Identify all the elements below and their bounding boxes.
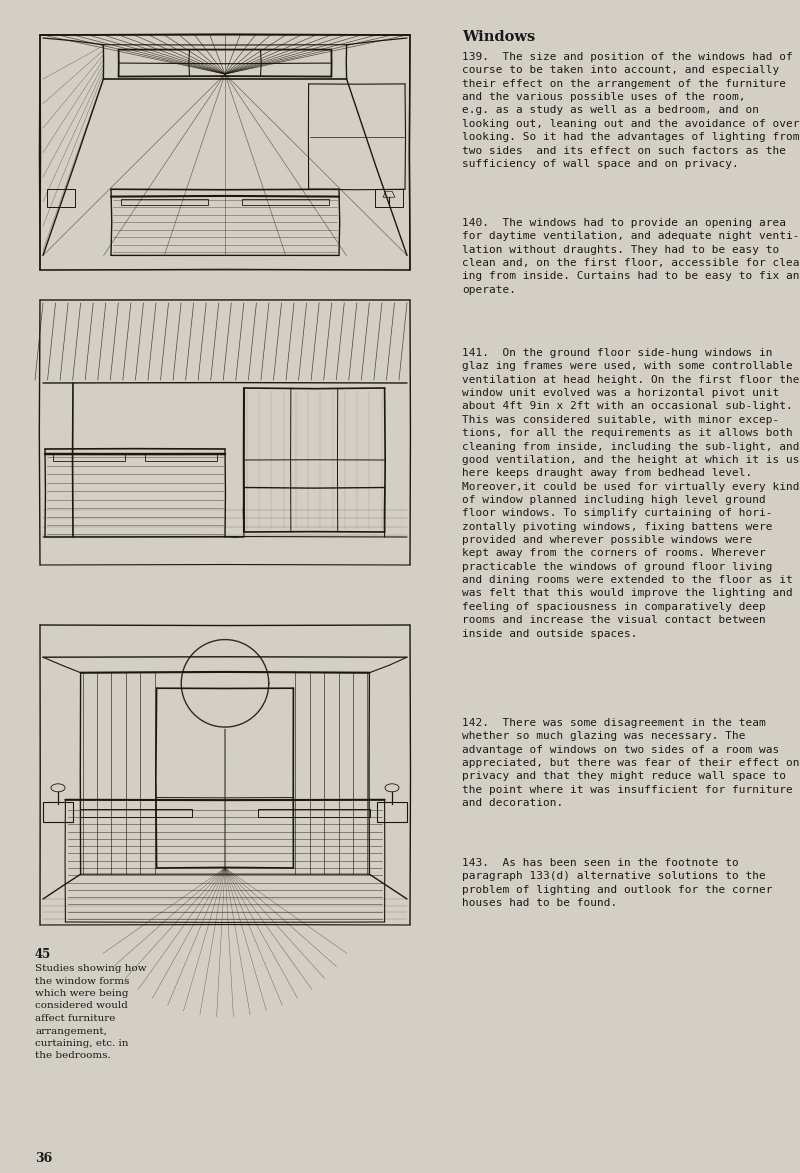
Text: Studies showing how
the window forms
which were being
considered would
affect fu: Studies showing how the window forms whi… — [35, 964, 146, 1060]
Bar — [47, 189, 75, 208]
Text: 36: 36 — [35, 1152, 52, 1165]
Text: 45: 45 — [35, 948, 51, 961]
Bar — [258, 809, 370, 816]
Bar — [53, 453, 125, 461]
Bar — [377, 802, 407, 822]
Bar — [242, 198, 329, 204]
Bar — [121, 198, 208, 204]
Text: 139.  The size and position of the windows had of
course to be taken into accoun: 139. The size and position of the window… — [462, 52, 800, 169]
Text: Windows: Windows — [462, 30, 535, 45]
Text: 142.  There was some disagreement in the team
whether so much glazing was necess: 142. There was some disagreement in the … — [462, 718, 799, 808]
Bar — [375, 189, 403, 208]
Text: 141.  On the ground floor side-hung windows in
glaz ing frames were used, with s: 141. On the ground floor side-hung windo… — [462, 348, 800, 638]
Bar — [43, 802, 73, 822]
Text: 143.  As has been seen in the footnote to
paragraph 133(d) alternative solutions: 143. As has been seen in the footnote to… — [462, 857, 773, 908]
Bar — [80, 809, 192, 816]
Text: 140.  The windows had to provide an opening area
for daytime ventilation, and ad: 140. The windows had to provide an openi… — [462, 218, 800, 294]
Bar — [145, 453, 217, 461]
